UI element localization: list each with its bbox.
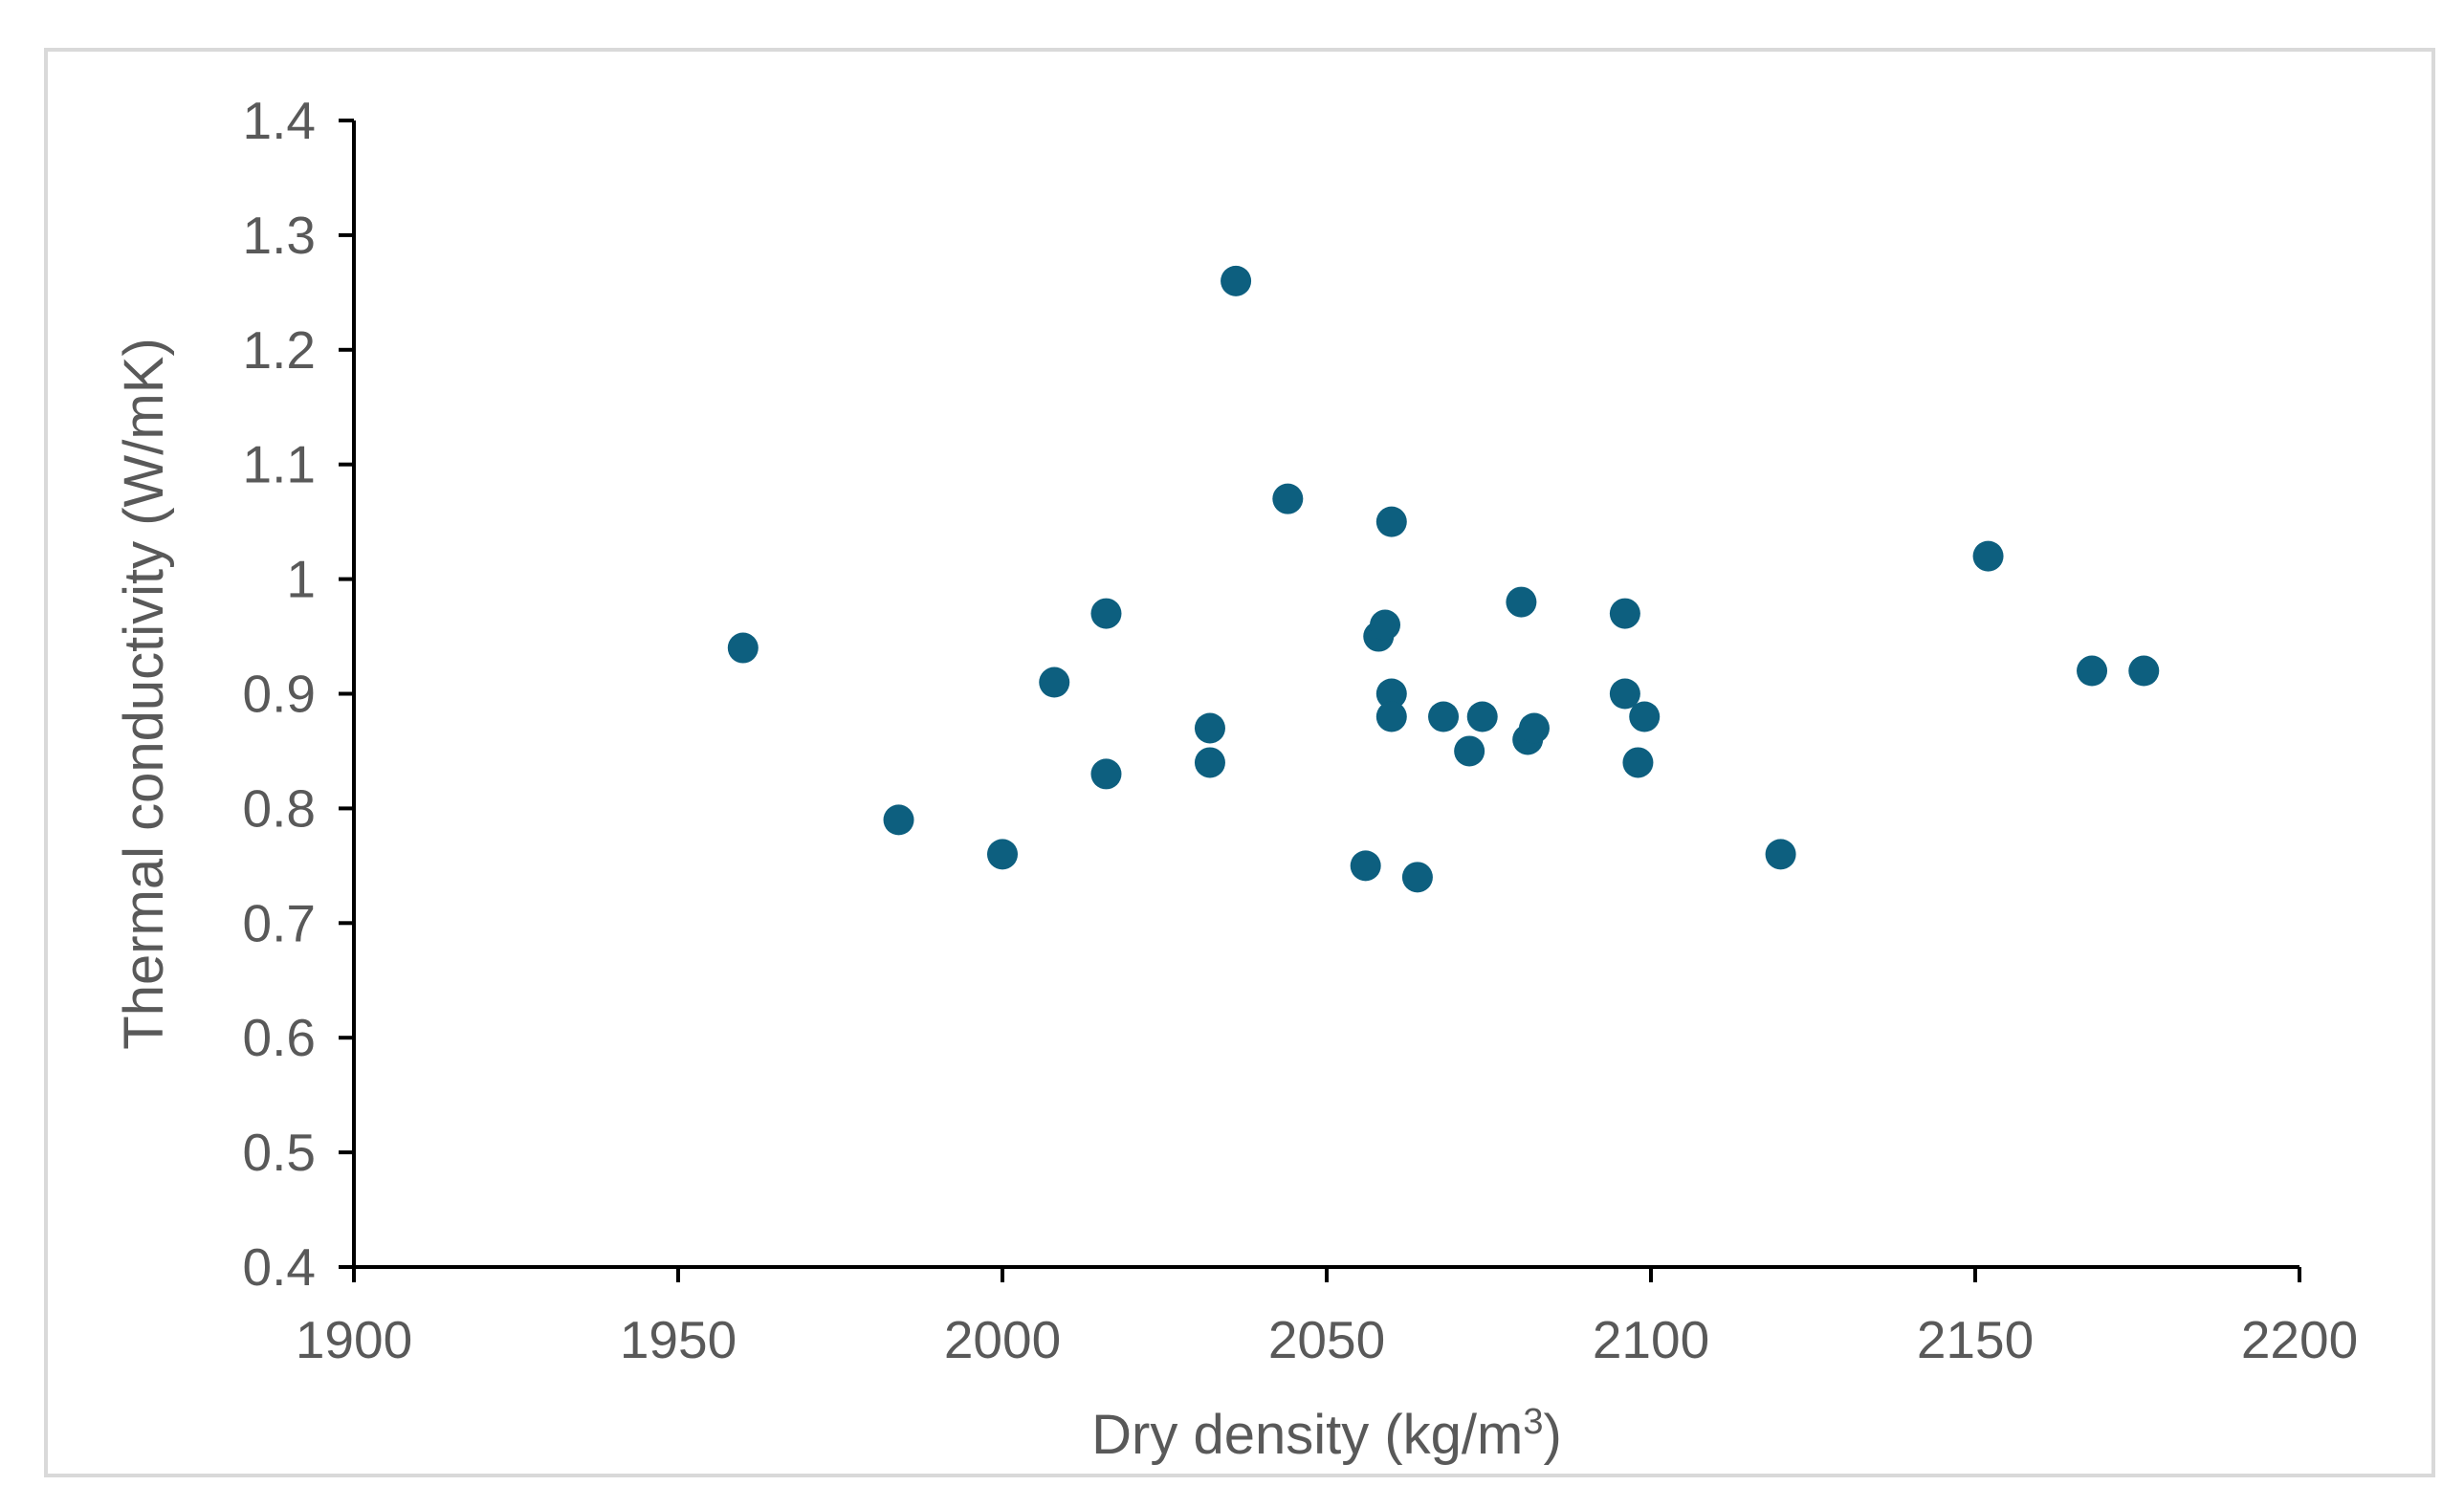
y-ticks xyxy=(339,119,354,1269)
data-point xyxy=(1401,862,1433,893)
x-axis-title-main: Dry density (kg/m xyxy=(1091,1404,1523,1466)
y-tick-label: 0.8 xyxy=(243,778,316,838)
y-tick-label: 1.4 xyxy=(243,91,316,150)
y-tick-label: 0.5 xyxy=(243,1123,316,1182)
y-tick-label: 0.9 xyxy=(243,665,316,724)
y-tick-label: 0.7 xyxy=(243,893,316,952)
data-point xyxy=(1090,598,1122,629)
data-point xyxy=(1194,712,1225,744)
x-axis-title: Dry density (kg/m3) xyxy=(1091,1402,1562,1466)
data-point xyxy=(1221,265,1252,296)
data-point xyxy=(1518,712,1550,744)
x-tick-label: 1950 xyxy=(620,1310,737,1369)
y-axis-title: Thermal conductivity (W/mK) xyxy=(113,338,175,1049)
data-point xyxy=(1375,506,1407,537)
data-point xyxy=(1428,701,1460,732)
y-tick-label: 1.2 xyxy=(243,320,316,380)
data-point xyxy=(1375,678,1407,710)
x-tick-label: 2150 xyxy=(1917,1310,2034,1369)
y-tick-label: 0.4 xyxy=(243,1237,316,1297)
data-point xyxy=(1506,586,1537,618)
x-axis-title-end: ) xyxy=(1544,1404,1562,1466)
y-tick-label: 1.1 xyxy=(243,435,316,494)
x-tick-label: 2000 xyxy=(944,1310,1061,1369)
data-point xyxy=(2077,655,2108,687)
x-tick-label: 2100 xyxy=(1593,1310,1709,1369)
data-point xyxy=(1609,678,1640,710)
data-point xyxy=(1370,609,1401,641)
data-point xyxy=(883,804,914,836)
data-point xyxy=(1350,850,1381,882)
data-point xyxy=(1972,540,2004,572)
data-point xyxy=(987,839,1018,870)
data-point xyxy=(1375,701,1407,732)
x-tick-label: 1900 xyxy=(296,1310,412,1369)
x-tick-labels: 1900 1950 2000 2050 2100 2150 2200 xyxy=(296,1310,2358,1369)
x-axis-title-superscript: 3 xyxy=(1523,1402,1543,1442)
data-point xyxy=(1090,758,1122,790)
y-tick-label: 1 xyxy=(286,550,316,609)
y-tick-labels: 0.4 0.5 0.6 0.7 0.8 0.9 1 1.1 1.2 1.3 1.4 xyxy=(243,91,316,1297)
data-points xyxy=(727,265,2160,893)
x-tick-label: 2050 xyxy=(1268,1310,1385,1369)
data-point xyxy=(1039,667,1070,698)
data-point xyxy=(1454,735,1485,767)
data-point xyxy=(1609,598,1640,629)
axes xyxy=(339,119,2301,1282)
data-point xyxy=(1194,747,1225,778)
data-point xyxy=(1765,839,1796,870)
data-point xyxy=(1272,483,1304,514)
data-point xyxy=(1622,747,1654,778)
y-tick-label: 0.6 xyxy=(243,1008,316,1067)
data-point xyxy=(1629,701,1661,732)
data-point xyxy=(2128,655,2160,687)
y-tick-label: 1.3 xyxy=(243,206,316,265)
x-tick-label: 2200 xyxy=(2241,1310,2358,1369)
x-ticks xyxy=(352,1267,2301,1282)
data-point xyxy=(1466,701,1498,732)
data-point xyxy=(727,632,759,664)
